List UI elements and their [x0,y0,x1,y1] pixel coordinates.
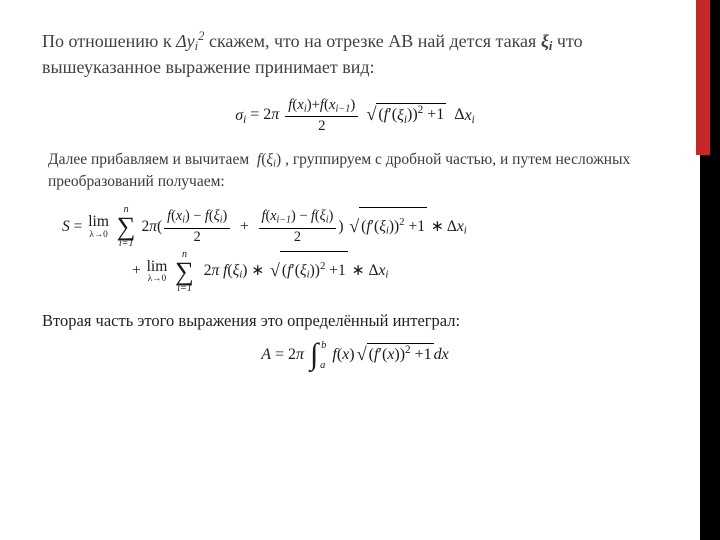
formula-S-line1: S = limλ→0 n∑i=1 2π( f(xi) − f(ξi) 2 + f… [62,205,668,249]
paragraph-1: По отношению к Δyi2 скажем, что на отрез… [42,28,668,79]
para1-mid1: скажем, что на отрезке AB най дется така… [204,31,540,51]
accent-bar-red [696,0,710,155]
formula-A: A = 2π b∫a f(x)(f′(x))2 +1dx [42,342,668,369]
para1-prefix: По отношению к [42,31,176,51]
formula-S-line2: + limλ→0 n∑i=1 2π f(ξi) ∗ (f′(ξi))2 +1 ∗… [62,249,668,293]
f1-den: 2 [285,117,358,134]
slide-content: По отношению к Δyi2 скажем, что на отрез… [0,0,720,405]
para2-prefix: Далее прибавляем и вычитаем [48,151,253,168]
paragraph-3: Вторая часть этого выражения это определ… [42,310,668,332]
formula-S: S = limλ→0 n∑i=1 2π( f(xi) − f(ξi) 2 + f… [62,205,668,294]
formula-sigma: σi = 2π f(xi)+f(xi−1) 2 (f′(ξi))2 +1 Δxi [42,97,668,134]
paragraph-2: Далее прибавляем и вычитаем f(ξi) , груп… [48,150,668,192]
